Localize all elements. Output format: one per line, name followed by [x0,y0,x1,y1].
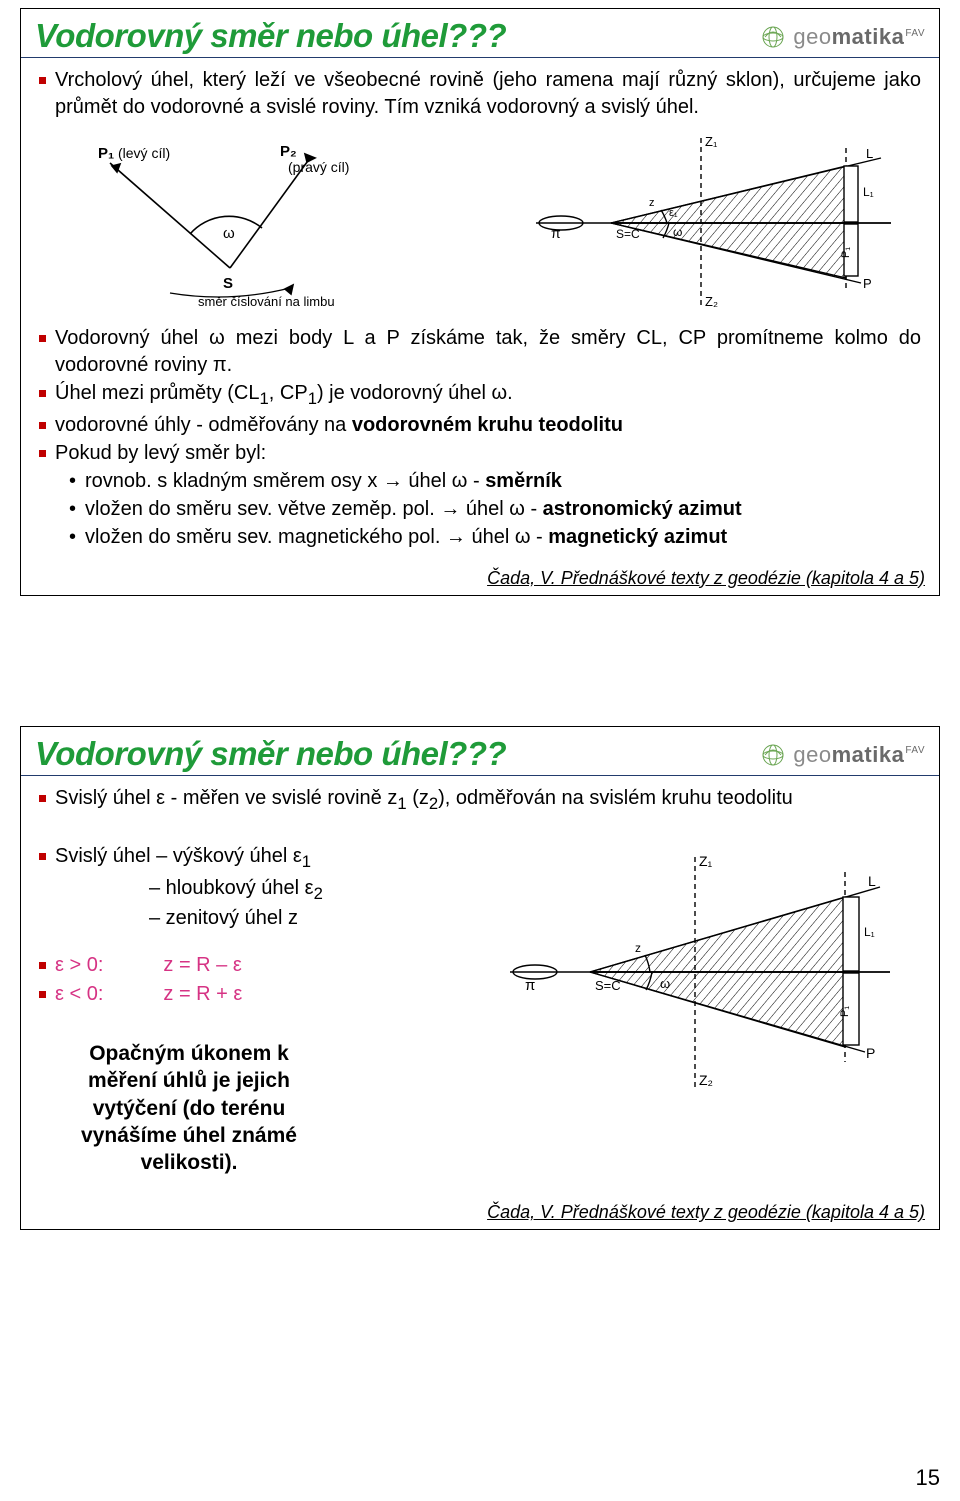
indent-2: – zenitový úhel z [39,905,439,932]
logo-2: geomatikaFAV [759,741,925,773]
slide-header: Vodorovný směr nebo úhel??? geomatikaFAV [21,9,939,58]
bullet-3: vodorovné úhly - odměřovány na vodorovné… [39,412,921,439]
citation-2: Čada, V. Přednáškové texty z geodézie (k… [21,1196,939,1229]
indent-1: – hloubkový úhel ε2 [39,875,439,906]
logo-text: geomatikaFAV [793,742,925,768]
svg-text:ω: ω [673,225,682,239]
svg-text:P₁: P₁ [840,247,852,258]
eq1-value: z = R – ε [163,952,241,979]
slide-2-content: Svislý úhel ε - měřen ve svislé rovině z… [21,776,939,1197]
logo-icon [759,741,787,769]
diagram-slide-2: Z₁ Z₂ L L₁ P P₁ π S=C z ω [459,842,921,1102]
label-p2: P₂ [280,143,297,160]
eq2-label: ε < 0: [55,981,103,1008]
svg-text:S=C: S=C [616,227,640,241]
eq2-value: z = R + ε [163,981,242,1008]
bullet-4: Pokud by levý směr byl: [39,440,921,467]
sub-1: rovnob. s kladným směrem osy x → úhel ω … [39,468,921,495]
logo: geomatikaFAV [759,23,925,55]
svg-text:L₁: L₁ [863,185,874,199]
bullet-2-1: Svislý úhel – výškový úhel ε1 [39,843,439,874]
svg-text:S=C: S=C [595,978,621,993]
bullet-1: Vodorovný úhel ω mezi body L a P získáme… [39,325,921,379]
slide-2: Vodorovný směr nebo úhel??? geomatikaFAV [20,726,940,1231]
slide-title: Vodorovný směr nebo úhel??? [35,17,506,55]
label-p2-note: (pravý cíl) [288,159,349,175]
label-p1: P₁ [98,145,114,162]
slide-title-2: Vodorovný směr nebo úhel??? [35,735,506,773]
svg-text:π: π [551,225,561,241]
diagram-row: P₁ (levý cíl) P₂ (pravý cíl) ω S směr čí… [39,122,921,324]
center-note: Opačným úkonem k měření úhlů je jejich v… [39,1010,299,1186]
page-number: 15 [916,1465,940,1491]
svg-text:π: π [525,977,535,994]
svg-text:z: z [649,197,655,209]
svg-text:L: L [866,146,873,161]
svg-text:L₁: L₁ [864,925,875,939]
svg-text:Z₁: Z₁ [699,853,713,869]
svg-text:Z₁: Z₁ [705,134,718,149]
label-p1-note: (levý cíl) [118,145,170,161]
svg-text:P₁: P₁ [839,1006,851,1017]
sub-2: vložen do směru sev. větve zeměp. pol. →… [39,496,921,523]
svg-text:ε₁: ε₁ [669,207,678,219]
eq-row-1: ε > 0: z = R – ε [39,952,439,979]
eq-row-2: ε < 0: z = R + ε [39,981,439,1008]
slide-header-2: Vodorovný směr nebo úhel??? geomatikaFAV [21,727,939,776]
citation: Čada, V. Přednáškové texty z geodézie (k… [21,562,939,595]
intro-2: Svislý úhel ε - měřen ve svislé rovině z… [39,785,921,816]
logo-icon [759,23,787,51]
svg-text:Z₂: Z₂ [705,294,718,309]
svg-text:P: P [866,1045,875,1061]
slide-1: Vodorovný směr nebo úhel??? geomatikaFAV… [20,8,940,596]
label-omega: ω [223,225,235,242]
angle-diagram-left: P₁ (levý cíl) P₂ (pravý cíl) ω S směr čí… [49,138,451,308]
angle-diagram-right: Z₁ Z₂ L L₁ P P₁ π S=C z ε₁ ω [491,128,911,318]
label-s: S [223,275,233,292]
slide-1-content: Vrcholový úhel, který leží ve všeobecné … [21,58,939,562]
label-caption: směr číslování na limbu [198,294,335,308]
logo-text: geomatikaFAV [793,24,925,50]
bullet-2: Úhel mezi průměty (CL1, CP1) je vodorovn… [39,380,921,411]
svg-text:Z₂: Z₂ [699,1072,713,1088]
svg-text:ω: ω [660,976,670,991]
svg-text:L: L [868,873,876,889]
svg-text:P: P [863,276,872,291]
intro-text: Vrcholový úhel, který leží ve všeobecné … [39,67,921,121]
eq1-label: ε > 0: [55,952,103,979]
sub-3: vložen do směru sev. magnetického pol. →… [39,524,921,551]
svg-text:z: z [635,941,641,955]
